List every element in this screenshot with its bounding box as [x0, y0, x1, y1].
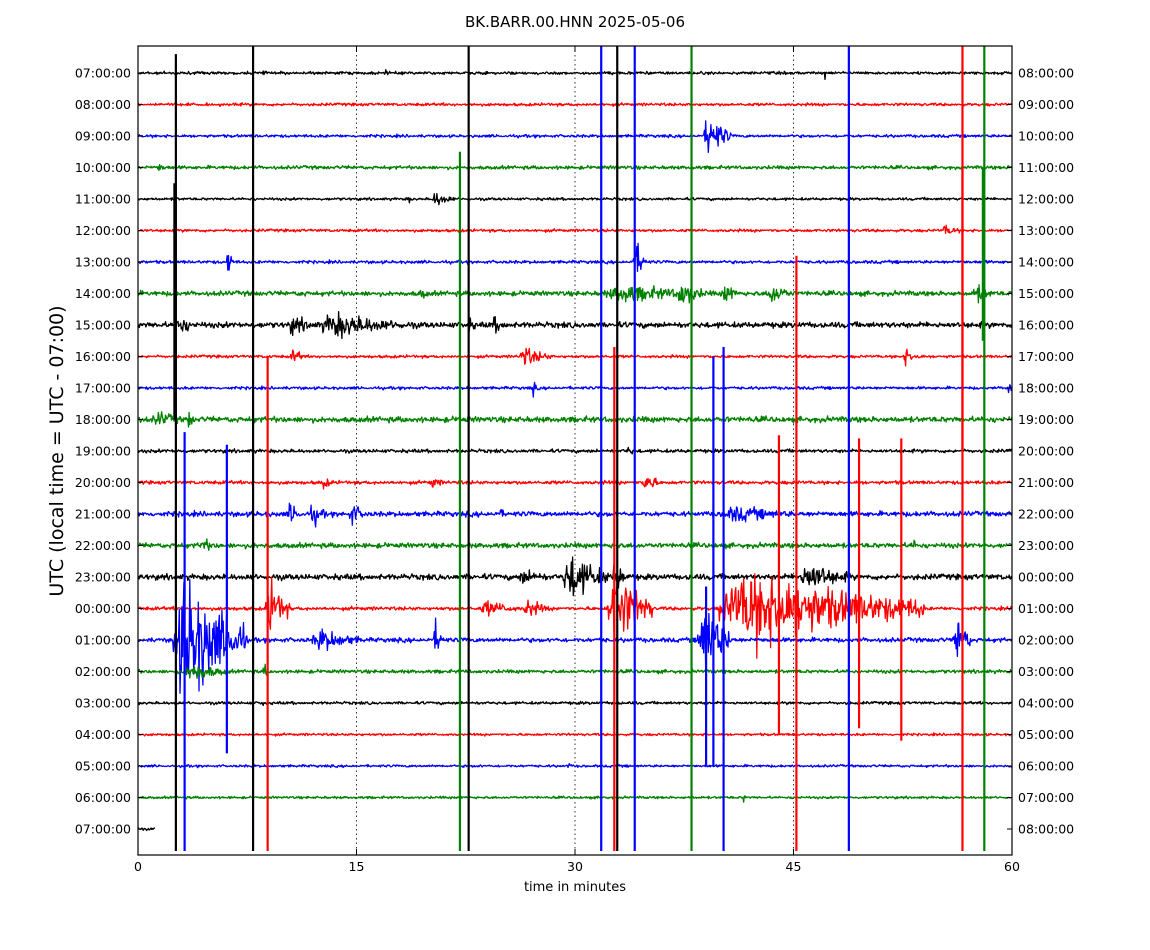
chart-title: BK.BARR.00.HNN 2025-05-06 [465, 13, 685, 31]
utc-label: 04:00:00 [75, 727, 131, 742]
trace-row-7 [138, 284, 1012, 304]
utc-label: 13:00:00 [75, 255, 131, 270]
trace-row-13 [138, 477, 1012, 490]
local-label: 16:00:00 [1018, 318, 1074, 333]
trace-row-1 [138, 102, 1012, 108]
utc-label: 20:00:00 [75, 475, 131, 490]
y-axis-label: UTC (local time = UTC - 07:00) [46, 305, 68, 596]
utc-label: 07:00:00 [75, 66, 131, 81]
utc-label: 17:00:00 [75, 381, 131, 396]
utc-label: 21:00:00 [75, 507, 131, 522]
local-label: 06:00:00 [1018, 759, 1074, 774]
local-label: 23:00:00 [1018, 538, 1074, 553]
local-label: 18:00:00 [1018, 381, 1074, 396]
local-label: 11:00:00 [1018, 160, 1074, 175]
local-label: 15:00:00 [1018, 286, 1074, 301]
local-label: 12:00:00 [1018, 192, 1074, 207]
local-label: 01:00:00 [1018, 601, 1074, 616]
trace-row-6 [138, 242, 1012, 272]
trace-row-16 [138, 556, 1012, 597]
x-axis-ticks: 0 15 30 45 60 [134, 46, 1020, 874]
local-label: 21:00:00 [1018, 475, 1074, 490]
local-label: 08:00:00 [1018, 66, 1074, 81]
utc-label: 07:00:00 [75, 822, 131, 837]
x-tick-label: 0 [134, 859, 142, 874]
x-tick-label: 15 [349, 859, 365, 874]
utc-label: 05:00:00 [75, 759, 131, 774]
utc-label: 06:00:00 [75, 790, 131, 805]
trace-row-2 [138, 120, 1012, 154]
utc-label: 08:00:00 [75, 97, 131, 112]
trace-row-17 [138, 573, 1012, 659]
local-label: 10:00:00 [1018, 129, 1074, 144]
utc-label: 18:00:00 [75, 412, 131, 427]
trace-row-14 [138, 502, 1012, 528]
local-label: 09:00:00 [1018, 97, 1074, 112]
local-label: 17:00:00 [1018, 349, 1074, 364]
right-hour-labels: 08:00:00 09:00:00 10:00:00 11:00:00 12:00:00… [1007, 66, 1074, 837]
utc-label: 00:00:00 [75, 601, 131, 616]
utc-label: 11:00:00 [75, 192, 131, 207]
utc-label: 14:00:00 [75, 286, 131, 301]
utc-label: 22:00:00 [75, 538, 131, 553]
trace-row-21 [138, 732, 1012, 737]
local-label: 13:00:00 [1018, 223, 1074, 238]
utc-label: 09:00:00 [75, 129, 131, 144]
local-label: 04:00:00 [1018, 696, 1074, 711]
utc-label: 23:00:00 [75, 570, 131, 585]
trace-row-12 [138, 446, 1012, 455]
local-label: 08:00:00 [1018, 822, 1074, 837]
trace-row-10 [138, 381, 1012, 398]
utc-label: 12:00:00 [75, 223, 131, 238]
local-label: 19:00:00 [1018, 412, 1074, 427]
local-label: 03:00:00 [1018, 664, 1074, 679]
seismic-traces [138, 69, 1012, 832]
utc-label: 16:00:00 [75, 349, 131, 364]
local-label: 07:00:00 [1018, 790, 1074, 805]
utc-label: 03:00:00 [75, 696, 131, 711]
trace-row-19 [138, 663, 1012, 679]
local-label: 05:00:00 [1018, 727, 1074, 742]
utc-label: 19:00:00 [75, 444, 131, 459]
trace-row-11 [138, 411, 1012, 428]
utc-label: 10:00:00 [75, 160, 131, 175]
local-label: 20:00:00 [1018, 444, 1074, 459]
local-label: 02:00:00 [1018, 633, 1074, 648]
trace-row-3 [138, 163, 1012, 172]
trace-row-22 [138, 762, 1012, 769]
utc-label: 01:00:00 [75, 633, 131, 648]
trace-row-4 [138, 192, 1012, 206]
trace-row-23 [138, 795, 1012, 803]
seismic-spikes [173, 46, 986, 852]
left-hour-labels: 07:00:00 08:00:00 09:00:00 10:00:00 11:00:00… [75, 66, 143, 837]
x-axis-label: time in minutes [524, 880, 626, 895]
utc-label: 02:00:00 [75, 664, 131, 679]
local-label: 00:00:00 [1018, 570, 1074, 585]
trace-row-9 [138, 347, 1012, 367]
trace-row-8 [138, 310, 1012, 340]
x-tick-label: 60 [1004, 859, 1020, 874]
trace-row-0 [138, 69, 1012, 81]
trace-row-18 [138, 578, 1012, 694]
local-label: 14:00:00 [1018, 255, 1074, 270]
x-tick-label: 30 [567, 859, 583, 874]
utc-label: 15:00:00 [75, 318, 131, 333]
x-tick-label: 45 [786, 859, 802, 874]
trace-row-5 [138, 224, 1012, 234]
trace-row-20 [138, 700, 1012, 707]
local-label: 22:00:00 [1018, 507, 1074, 522]
trace-row-15 [138, 538, 1012, 551]
